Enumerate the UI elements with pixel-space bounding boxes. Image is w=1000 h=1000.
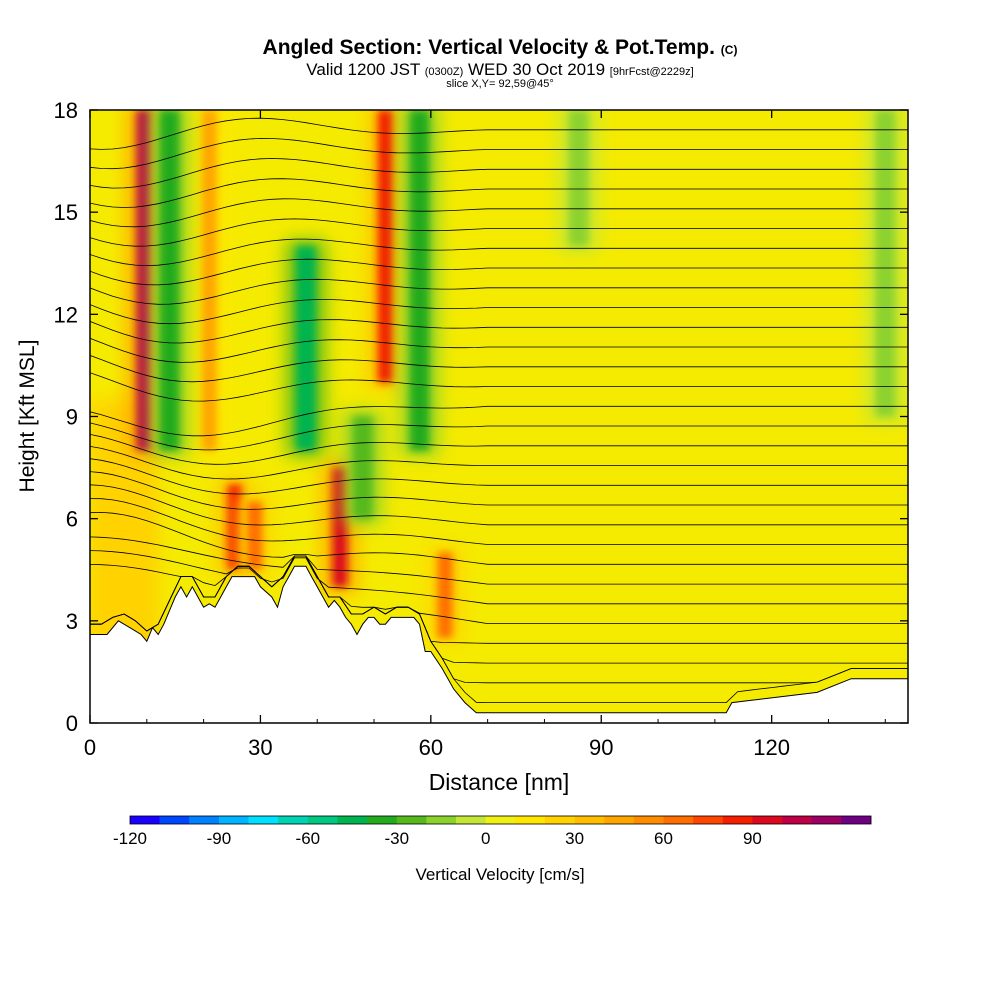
- colorbar-swatch: [307, 816, 338, 824]
- isentrope-line: [90, 484, 908, 526]
- velocity-cell: [558, 110, 599, 253]
- colorbar-tick-label: 90: [743, 829, 762, 848]
- colorbar-swatch: [515, 816, 546, 824]
- isentrope-line: [90, 422, 908, 451]
- colorbar-swatch: [456, 816, 486, 824]
- y-axis-label: Height [Kft MSL]: [16, 340, 39, 493]
- isentrope-line: [90, 511, 908, 565]
- colorbar-tick-label: -30: [384, 829, 409, 848]
- colorbar-swatch: [752, 816, 783, 824]
- title-unit: (C): [720, 43, 738, 57]
- x-tick-label: 30: [248, 735, 272, 760]
- isentrope-line: [90, 434, 908, 465]
- isentrope-line: [90, 471, 908, 510]
- isentrope-line: [90, 555, 908, 624]
- chart-title: Angled Section: Vertical Velocity & Pot.…: [0, 36, 1000, 60]
- isentrope-line: [90, 137, 908, 170]
- isentropes: [90, 117, 908, 703]
- isentrope-line: [90, 198, 908, 228]
- isentrope-line: [90, 299, 908, 325]
- isentrope-line: [90, 498, 908, 545]
- colorbar-tick-label: -60: [296, 829, 321, 848]
- isentrope-line: [90, 355, 908, 383]
- colorbar-swatch: [633, 816, 664, 824]
- colorbar-swatch: [841, 816, 872, 824]
- velocity-cell: [286, 240, 326, 457]
- utc-time: (0300Z): [424, 66, 464, 78]
- colorbar-swatch: [426, 816, 457, 824]
- colorbar-swatch: [485, 816, 516, 824]
- colorbar-swatch: [337, 816, 368, 824]
- x-tick-label: 120: [753, 735, 790, 760]
- x-axis-label: Distance [nm]: [429, 769, 570, 795]
- velocity-cell: [399, 110, 440, 457]
- colorbar-swatch: [693, 816, 724, 824]
- velocity-cell: [343, 410, 383, 525]
- slice-label: slice X,Y= 92,59@45°: [446, 78, 554, 90]
- colorbar-tick-label: 30: [565, 829, 584, 848]
- isentrope-line: [90, 258, 908, 286]
- isentrope-line: [90, 446, 908, 480]
- colorbar-swatch: [189, 816, 220, 824]
- title-main: Angled Section: Vertical Velocity & Pot.…: [262, 36, 715, 59]
- colorbar-tick-label: -120: [113, 829, 147, 848]
- y-tick-label: 15: [54, 200, 78, 225]
- x-tick-label: 0: [84, 735, 96, 760]
- colorbar-swatch: [663, 816, 694, 824]
- isentrope-line: [90, 372, 908, 402]
- x-axis: 0 30 60 90 120: [84, 110, 886, 760]
- velocity-cell: [191, 110, 227, 457]
- chart-subtitle: Valid 1200 JST (0300Z) WED 30 Oct 2019 […: [0, 60, 1000, 80]
- colorbar-swatch: [396, 816, 427, 824]
- colorbar-tick-label: 60: [654, 829, 673, 848]
- colorbar: -120 -90 -60 -30 0 30 60 90: [113, 815, 872, 848]
- y-tick-label: 0: [66, 711, 78, 736]
- colorbar-label: Vertical Velocity [cm/s]: [415, 865, 584, 884]
- colorbar-swatch: [367, 816, 398, 824]
- valid-time: Valid 1200 JST: [306, 60, 421, 79]
- isentrope-line: [90, 278, 908, 305]
- colorbar-swatch: [248, 816, 279, 824]
- colorbar-swatch: [278, 816, 309, 824]
- y-tick-label: 9: [66, 405, 78, 430]
- colorbar-swatch: [722, 816, 753, 824]
- velocity-cell: [368, 110, 403, 389]
- colorbar-swatch: [782, 816, 813, 824]
- colorbar-swatch: [130, 816, 160, 824]
- isentrope-line: [90, 536, 908, 585]
- colorbar-tick-label: 0: [481, 829, 490, 848]
- valid-date: WED 30 Oct 2019: [468, 60, 606, 79]
- colorbar-tick-label: -90: [207, 829, 232, 848]
- velocity-cell: [427, 546, 463, 644]
- isentrope-line: [90, 178, 908, 208]
- colorbar-swatch: [544, 816, 575, 824]
- y-tick-label: 3: [66, 609, 78, 634]
- colorbar-swatch: [574, 816, 605, 824]
- velocity-cell: [865, 110, 905, 423]
- x-tick-label: 60: [419, 735, 443, 760]
- isentrope-line: [90, 117, 908, 150]
- isentrope-line: [90, 337, 908, 363]
- isentrope-line: [90, 319, 908, 344]
- isentrope-line: [90, 158, 908, 189]
- velocity-cell: [149, 110, 190, 457]
- isentrope-line: [90, 458, 908, 495]
- colorbar-swatch: [218, 816, 249, 824]
- isentrope-line: [90, 550, 908, 605]
- y-axis: 0 3 6 9 12 15 18: [54, 98, 908, 736]
- terrain: [89, 565, 909, 724]
- y-tick-label: 12: [54, 302, 78, 327]
- isentrope-line: [90, 405, 908, 437]
- colorbar-swatch: [811, 816, 842, 824]
- colorbar-swatch: [604, 816, 635, 824]
- x-tick-label: 90: [589, 735, 613, 760]
- isentrope-line: [90, 238, 908, 267]
- colorbar-swatch: [159, 816, 190, 824]
- y-tick-label: 6: [66, 507, 78, 532]
- y-tick-label: 18: [54, 98, 78, 123]
- forecast-label: [9hrFcst@2229z]: [609, 66, 694, 78]
- isentrope-line: [90, 218, 908, 247]
